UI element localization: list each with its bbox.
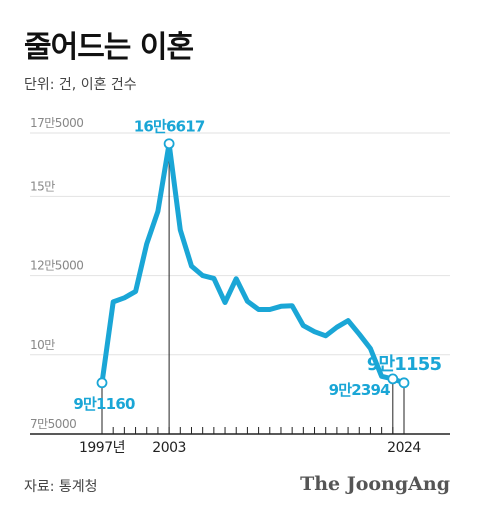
x-tick-label: 2024 — [387, 440, 421, 456]
brand-logo: The JoongAng — [300, 473, 450, 495]
data-point-marker — [387, 373, 399, 385]
data-label: 9만1155 — [367, 354, 442, 375]
y-tick-label: 10만 — [30, 338, 55, 352]
data-point-marker — [96, 377, 108, 389]
y-tick-label: 12만5000 — [30, 259, 83, 273]
series-line — [99, 141, 407, 386]
y-tick-label: 17만5000 — [30, 116, 83, 130]
data-label: 9만2394 — [329, 381, 391, 399]
data-label: 9만1160 — [73, 395, 135, 413]
data-label: 16만6617 — [134, 118, 205, 136]
y-tick-label: 15만 — [30, 179, 55, 193]
unit-label: 단위: 건, 이혼 건수 — [24, 77, 137, 93]
x-tick-label: 1997년 — [79, 440, 125, 456]
chart-title: 줄어드는 이혼 — [24, 30, 194, 65]
source-label: 자료: 통계청 — [24, 479, 98, 495]
x-tick-label: 2003 — [152, 440, 186, 456]
data-point-marker — [163, 138, 175, 150]
data-point-marker — [398, 377, 410, 389]
y-tick-label: 7만5000 — [30, 417, 76, 431]
